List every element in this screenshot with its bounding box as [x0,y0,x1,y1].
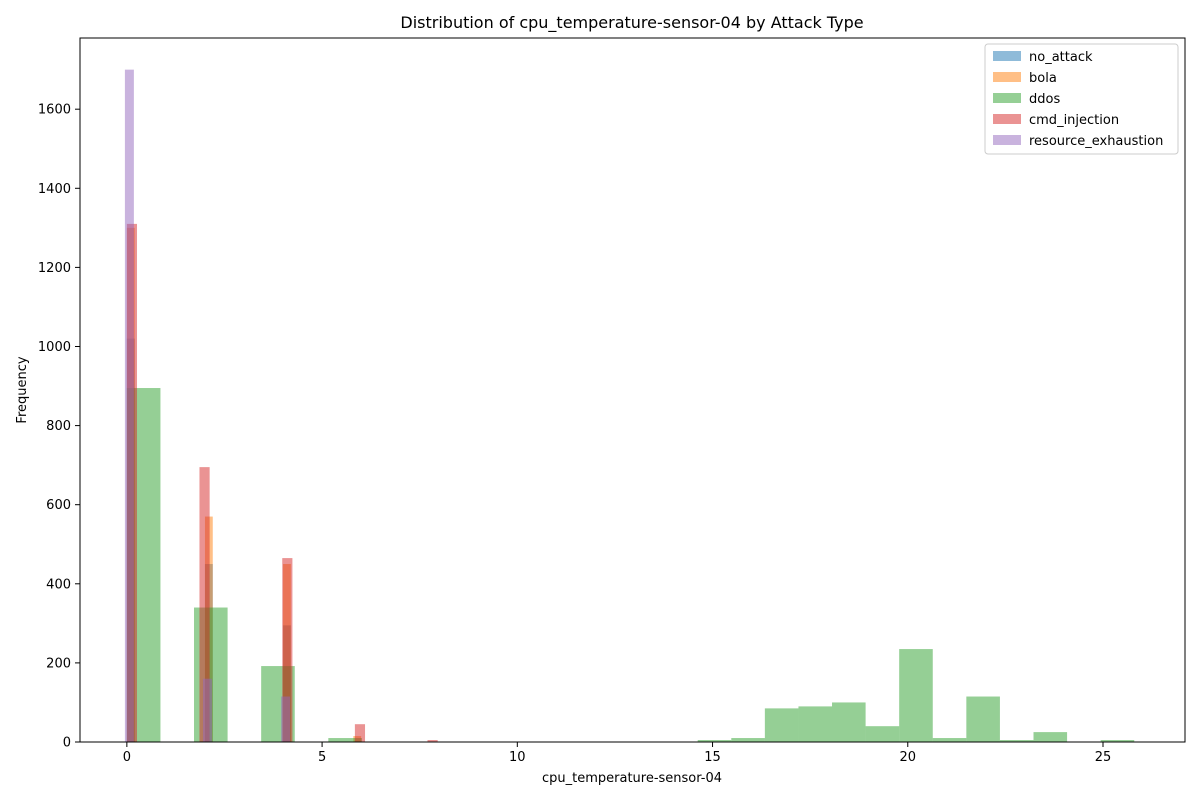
bar-ddos-5 [731,738,765,742]
legend-swatch [993,135,1021,145]
bar-resource_exhaustion-2 [281,696,291,742]
bar-cmd_injection-2 [282,558,293,742]
legend-swatch [993,114,1021,124]
series-cmd_injection [126,223,438,742]
y-tick-label: 1400 [38,182,71,197]
bar-ddos-12 [966,696,1000,742]
y-tick-label: 1200 [38,261,71,276]
bar-ddos-13 [999,740,1034,742]
bar-cmd_injection-3 [354,724,366,742]
bar-ddos-8 [832,702,866,742]
x-axis: 0 5 10 15 20 25 [123,742,1112,765]
legend-item-ddos: ddos [993,92,1060,107]
bar-ddos-9 [865,726,900,742]
y-tick-label: 1600 [38,103,71,118]
x-tick-label: 15 [704,750,721,765]
y-axis: 0 200 400 600 800 1000 1200 1400 1600 [38,103,80,751]
legend-item-resource_exhaustion: resource_exhaustion [993,134,1163,149]
legend-label: cmd_injection [1029,113,1119,128]
bar-resource_exhaustion-0 [124,69,134,742]
legend-label: no_attack [1029,50,1093,65]
bar-ddos-4 [697,740,732,742]
x-tick-label: 5 [318,750,326,765]
x-tick-label: 10 [509,750,526,765]
y-tick-label: 200 [46,656,71,671]
legend-box [984,43,1179,155]
legend-swatch [993,51,1021,61]
bar-ddos-14 [1033,732,1068,742]
y-tick-label: 800 [46,419,71,434]
legend-item-no_attack: no_attack [993,50,1093,65]
legend-label: ddos [1029,92,1060,107]
y-tick-label: 600 [46,498,71,513]
y-tick-label: 1000 [38,340,71,355]
legend-item-bola: bola [993,71,1057,86]
legend-item-cmd_injection: cmd_injection [993,113,1119,128]
bar-cmd_injection-4 [427,740,438,742]
legend-label: resource_exhaustion [1029,134,1163,149]
y-tick-label: 400 [46,577,71,592]
bar-ddos-11 [932,738,967,742]
y-axis-label: Frequency [15,356,30,423]
legend-swatch [993,72,1021,82]
legend-swatch [993,93,1021,103]
series-ddos [126,388,1135,742]
series-resource_exhaustion [124,69,291,742]
x-tick-label: 25 [1095,750,1112,765]
bar-ddos-3 [328,738,362,742]
bar-ddos-10 [899,649,933,742]
series-bola [126,227,362,743]
bar-ddos-6 [764,708,799,742]
legend-label: bola [1029,71,1057,86]
bar-resource_exhaustion-1 [202,678,212,742]
plot-area-frame [79,37,1186,743]
bar-ddos-15 [1100,740,1135,742]
chart-title: Distribution of cpu_temperature-sensor-0… [400,13,863,33]
x-axis-label: cpu_temperature-sensor-04 [542,771,722,786]
bars-layer [124,69,1135,743]
bar-cmd_injection-1 [199,467,210,742]
x-tick-label: 0 [123,750,131,765]
bar-ddos-7 [798,706,833,742]
y-tick-label: 0 [63,736,71,751]
x-tick-label: 20 [900,750,917,765]
